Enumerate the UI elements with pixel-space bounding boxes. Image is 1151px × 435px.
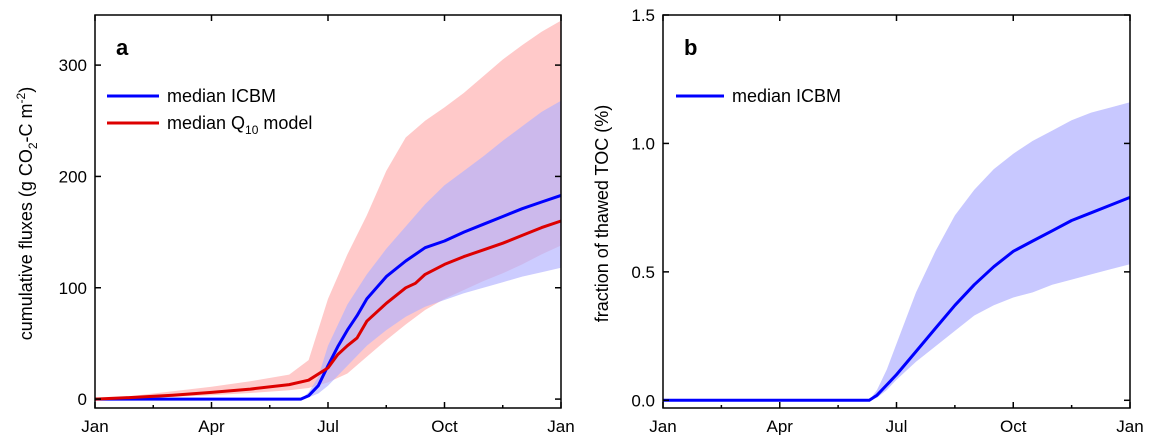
panel-b-letter: b: [684, 35, 697, 60]
panel-b-x-tick-label-1: Apr: [767, 417, 794, 435]
panel-b-legend-label-0: median ICBM: [732, 86, 841, 106]
panel-a-band-0: [95, 20, 561, 400]
panel-a-letter: a: [116, 35, 129, 60]
panel-a-y-tick-label-3: 300: [59, 56, 87, 75]
panel-a-series-line-0: [95, 193, 562, 401]
panel-b-y-tick-label-0: 0.0: [631, 391, 655, 410]
panel-b-y-tick-label-1: 0.5: [631, 263, 655, 282]
panel-a-legend-label-1: median Q10 model: [167, 113, 312, 137]
panel-a-x-tick-label-0: Jan: [81, 417, 108, 435]
panel-a-bands: [95, 20, 561, 400]
panel-b-bands: [663, 102, 1130, 401]
panel-a-x-tick-label-2: Jul: [317, 417, 339, 435]
panel-a-x-tick-label-1: Apr: [198, 417, 225, 435]
panel-b-chart: Jan Apr Jul Oct Jan 0.0 0.5 1.0 1.5 b median ICB…: [592, 6, 1144, 435]
panel-a-y-tick-label-1: 100: [59, 279, 87, 298]
panel-a-x-tick-label-3: Oct: [431, 417, 458, 435]
panel-a-series-line-1: [94, 219, 562, 401]
panel-b-y-axis-title: fraction of thawed TOC (%): [592, 105, 612, 322]
panel-a-lines: [94, 193, 562, 401]
panel-a-legend: median ICBM median Q10 model: [107, 86, 312, 137]
panel-b-x-tick-label-0: Jan: [649, 417, 676, 435]
panel-a-y-tick-label-0: 0: [78, 390, 87, 409]
panel-b-ticks: Jan Apr Jul Oct Jan 0.0 0.5 1.0 1.5: [631, 6, 1143, 435]
panel-a-legend-label-0: median ICBM: [167, 86, 276, 106]
panel-b-legend: median ICBM: [676, 86, 841, 106]
panel-b-series-line-0: [663, 196, 1131, 402]
panel-a-ticks: Jan Apr Jul Oct Jan 0 100 200 300: [59, 15, 575, 435]
panel-b-y-tick-label-2: 1.0: [631, 134, 655, 153]
panel-a-y-axis-title: cumulative fluxes (g CO2-C m-2): [14, 87, 40, 340]
panel-b-x-tick-label-2: Jul: [886, 417, 908, 435]
panel-b-lines: [663, 196, 1131, 402]
panel-a-y-tick-label-2: 200: [59, 167, 87, 186]
panel-a-x-tick-label-4: Jan: [547, 417, 574, 435]
panel-b-y-tick-label-3: 1.5: [631, 6, 655, 25]
panel-a-band-1: [95, 100, 561, 400]
panel-b-band-0: [663, 102, 1130, 401]
panel-b-x-tick-label-4: Jan: [1116, 417, 1143, 435]
panel-b-x-tick-label-3: Oct: [1000, 417, 1027, 435]
